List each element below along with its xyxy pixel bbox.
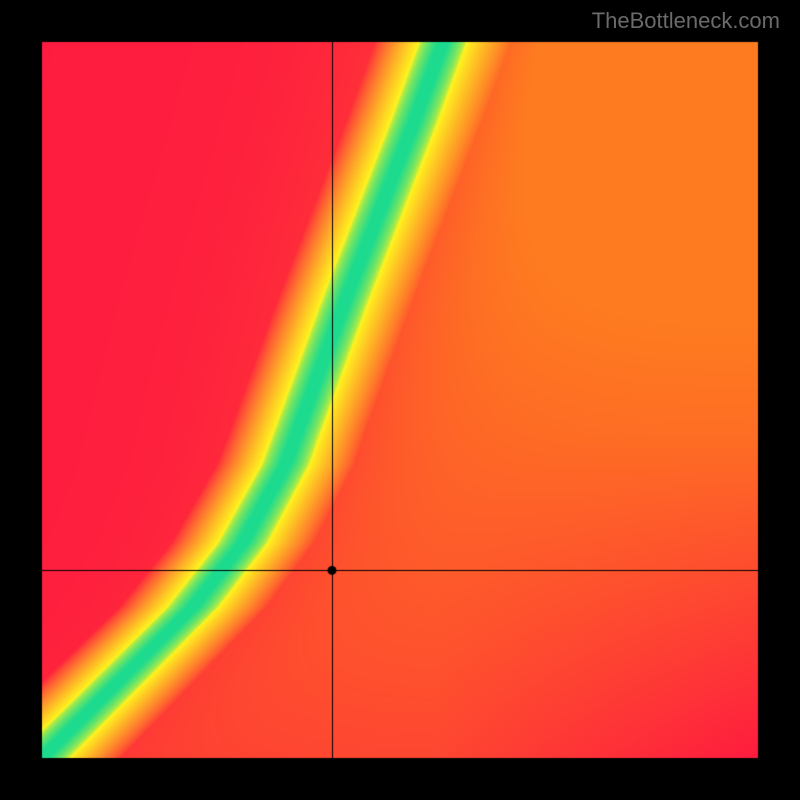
watermark-text: TheBottleneck.com <box>592 8 780 34</box>
chart-container: TheBottleneck.com <box>0 0 800 800</box>
heatmap-canvas <box>0 0 800 800</box>
